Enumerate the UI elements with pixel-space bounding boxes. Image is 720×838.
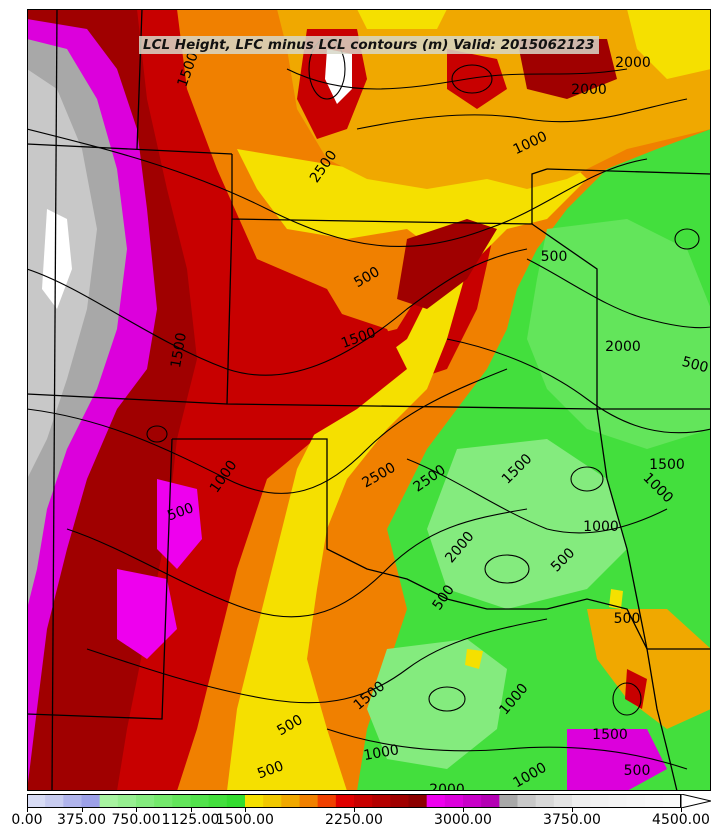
colorbar-segment — [535, 794, 555, 808]
colorbar-tick-label: 1500.00 — [216, 812, 274, 828]
colorbar-tick — [572, 808, 573, 812]
contour-label: 1500 — [592, 727, 628, 743]
colorbar-segment — [335, 794, 355, 808]
colorbar-segment — [499, 794, 518, 808]
contour-label: 2000 — [571, 82, 607, 98]
colorbar-segment — [463, 794, 482, 808]
colorbar-segment — [45, 794, 64, 808]
contour-label: 500 — [614, 611, 641, 627]
colorbar-segment — [517, 794, 537, 808]
colorbar-tick-label: 4500.00 — [652, 812, 710, 828]
colorbar-tick-label: 0.00 — [11, 812, 43, 828]
colorbar-segment — [426, 794, 446, 808]
colorbar-segment — [117, 794, 137, 808]
map-title: LCL Height, LFC minus LCL contours (m) V… — [139, 36, 599, 54]
colorbar-segment — [154, 794, 173, 808]
colorbar-segment — [354, 794, 373, 808]
colorbar-segment — [27, 794, 46, 808]
colorbar-segment — [590, 794, 609, 808]
colorbar-tick-label: 2250.00 — [325, 812, 383, 828]
colorbar-tick — [81, 808, 83, 812]
colorbar-segment — [444, 794, 464, 808]
colorbar-segment — [281, 794, 300, 808]
colorbar-tick-label: 750.00 — [111, 812, 161, 828]
colorbar-tick — [245, 808, 246, 812]
colorbar-segment — [390, 794, 409, 808]
colorbar-segment — [408, 794, 428, 808]
colorbar-tick — [681, 808, 682, 812]
contour-label: 500 — [680, 354, 710, 376]
colorbar-segment — [372, 794, 391, 808]
colorbar-segment — [481, 794, 500, 808]
colorbar-tick — [463, 808, 464, 812]
colorbar-tick-label: 3000.00 — [434, 812, 492, 828]
colorbar-segment — [553, 794, 573, 808]
contour-label: 1000 — [583, 519, 619, 535]
map-panel: 1500 2500 2000 1000 2000 500 1500 500 2000 500 150… — [27, 9, 711, 791]
colorbar-segment — [644, 794, 664, 808]
colorbar-tick-labels: 0.00 375.00 750.00 1125.00 1500.00 2250.00 300… — [0, 808, 720, 834]
colorbar-segment — [608, 794, 627, 808]
state-borders — [27, 9, 711, 791]
colorbar-tick — [136, 808, 137, 812]
colorbar-segment — [81, 794, 101, 808]
colorbar-segment — [245, 794, 264, 808]
colorbar-segment — [208, 794, 228, 808]
contour-label: 1000 — [362, 742, 400, 764]
colorbar-segment — [626, 794, 646, 808]
colorbar-segment — [99, 794, 119, 808]
contour-label: 500 — [624, 763, 651, 779]
colorbar-tick — [190, 808, 192, 812]
colorbar-extend-arrow — [680, 793, 712, 809]
colorbar-segment — [662, 794, 682, 808]
contour-label: 2000 — [615, 55, 651, 71]
colorbar-tick-label: 3750.00 — [543, 812, 601, 828]
colorbar-tick — [354, 808, 355, 812]
colorbar-segment — [190, 794, 210, 808]
colorbar-segment — [299, 794, 319, 808]
contour-label: 1500 — [168, 331, 190, 369]
colorbar-segment — [572, 794, 591, 808]
colorbar-segment — [172, 794, 191, 808]
lcl-fill-layer — [27, 9, 711, 791]
contour-label: 500 — [541, 249, 568, 265]
contour-label: 2000 — [605, 339, 641, 355]
colorbar-segment — [263, 794, 282, 808]
contour-label: 2000 — [429, 782, 465, 791]
colorbar — [27, 793, 712, 809]
colorbar-segment — [317, 794, 337, 808]
colorbar-tick-label: 375.00 — [57, 812, 106, 828]
colorbar-tick — [27, 808, 28, 812]
colorbar-segment — [136, 794, 155, 808]
colorbar-segment — [226, 794, 246, 808]
colorbar-tick-label: 1125.00 — [161, 812, 220, 828]
colorbar-segment — [63, 794, 82, 808]
contour-label: 1500 — [649, 457, 685, 473]
lfc-contour-layer — [27, 38, 711, 770]
